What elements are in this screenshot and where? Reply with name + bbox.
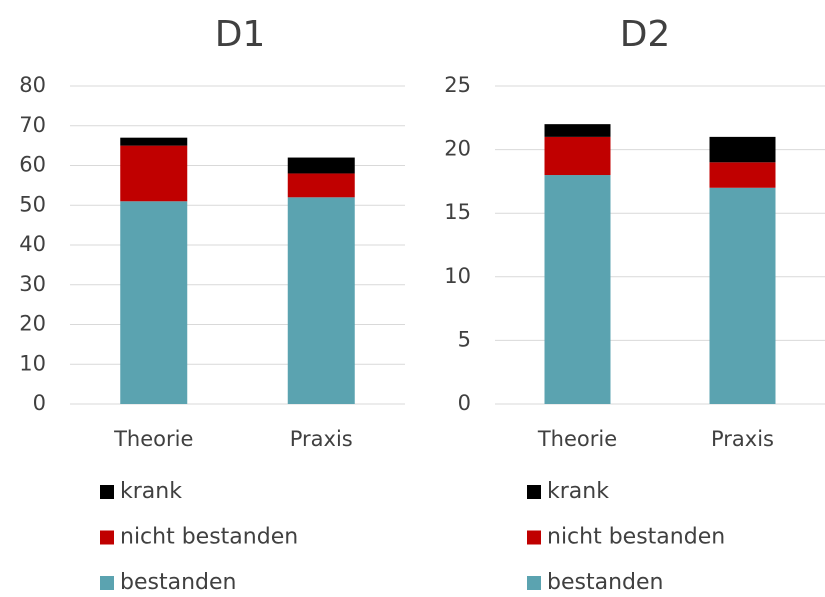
legend-label: nicht bestanden [120,525,298,550]
x-tick-label: Theorie [537,427,617,451]
bar-segment [709,136,776,163]
legend-swatch [527,576,541,590]
y-tick-label: 0 [458,391,471,415]
legend-swatch [100,530,114,545]
y-tick-label: 0 [33,391,46,415]
x-tick-label: Praxis [290,427,353,451]
y-tick-label: 5 [458,327,471,351]
legend-swatch [100,576,114,590]
bar-segment [544,136,611,176]
legend-label: bestanden [547,570,663,595]
bar-segment [120,145,188,202]
legend-label: krank [547,479,609,504]
chart-title: D2 [620,14,671,55]
legend-label: krank [120,479,182,504]
y-tick-label: 25 [444,73,471,97]
legend-swatch [527,485,541,499]
bar-segment [287,157,355,174]
legend-swatch [527,530,541,545]
chart-title: D1 [215,14,266,55]
legend-swatch [100,485,114,499]
y-tick-label: 50 [19,192,46,216]
bar-segment [709,187,776,404]
bar-segment [120,137,188,146]
y-tick-label: 15 [444,200,471,224]
bar-segment [544,175,611,404]
y-tick-label: 20 [19,312,46,336]
bar-segment [287,173,355,198]
bar-segment [287,197,355,404]
y-tick-label: 80 [19,73,46,97]
y-tick-label: 30 [19,272,46,296]
y-tick-label: 60 [19,153,46,177]
y-tick-label: 40 [19,232,46,256]
bar-segment [709,162,776,188]
x-tick-label: Theorie [113,427,193,451]
y-tick-label: 20 [444,137,471,161]
y-tick-label: 70 [19,113,46,137]
bar-segment [120,201,188,404]
legend-label: bestanden [120,570,236,595]
bar-segment [544,124,611,137]
x-tick-label: Praxis [711,427,774,451]
legend-label: nicht bestanden [547,525,725,550]
y-tick-label: 10 [19,351,46,375]
y-tick-label: 10 [444,264,471,288]
